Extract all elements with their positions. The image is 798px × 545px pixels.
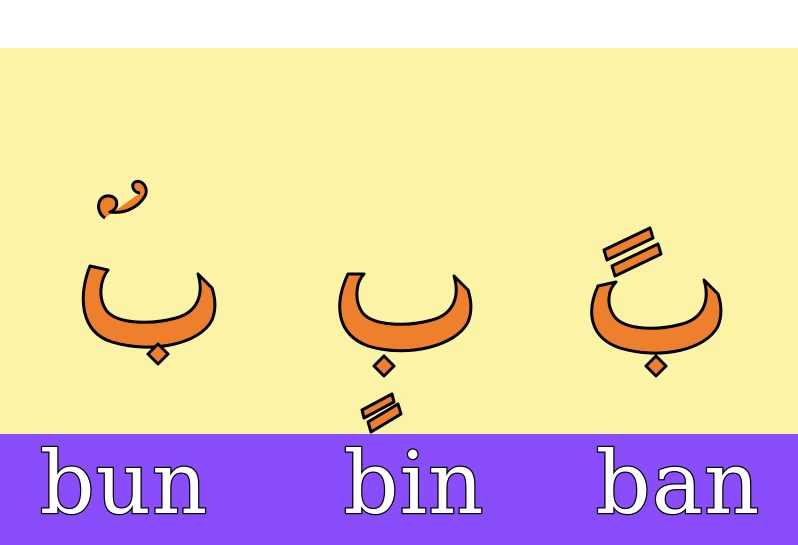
ba-body bbox=[590, 278, 723, 355]
kasra-mark-shadow bbox=[360, 392, 396, 420]
letter-ba-damma-glyph bbox=[81, 179, 217, 366]
ba-body bbox=[81, 264, 217, 349]
letter-panel bbox=[0, 48, 798, 434]
letter-ba-kasra bbox=[270, 48, 473, 434]
ba-dot bbox=[146, 342, 170, 366]
letter-ba-damma bbox=[12, 48, 217, 434]
word-ban: ban bbox=[594, 433, 761, 536]
ba-dot bbox=[644, 354, 668, 378]
damma-mark bbox=[97, 179, 148, 220]
word-band: bun bin ban bbox=[0, 433, 798, 545]
word-bin: bin bbox=[342, 433, 485, 536]
word-bun: bun bbox=[38, 433, 209, 536]
letter-ba-fatha bbox=[528, 48, 728, 434]
letter-ba-kasra-glyph bbox=[338, 272, 473, 434]
syllable-card: bun bin ban bbox=[0, 48, 798, 545]
fatha-mark bbox=[602, 226, 655, 262]
ba-body bbox=[338, 272, 473, 353]
ba-dot bbox=[372, 354, 396, 378]
fatha-mark-second bbox=[610, 242, 663, 278]
kasra-mark bbox=[366, 402, 403, 434]
letter-ba-fatha-glyph bbox=[590, 226, 723, 378]
